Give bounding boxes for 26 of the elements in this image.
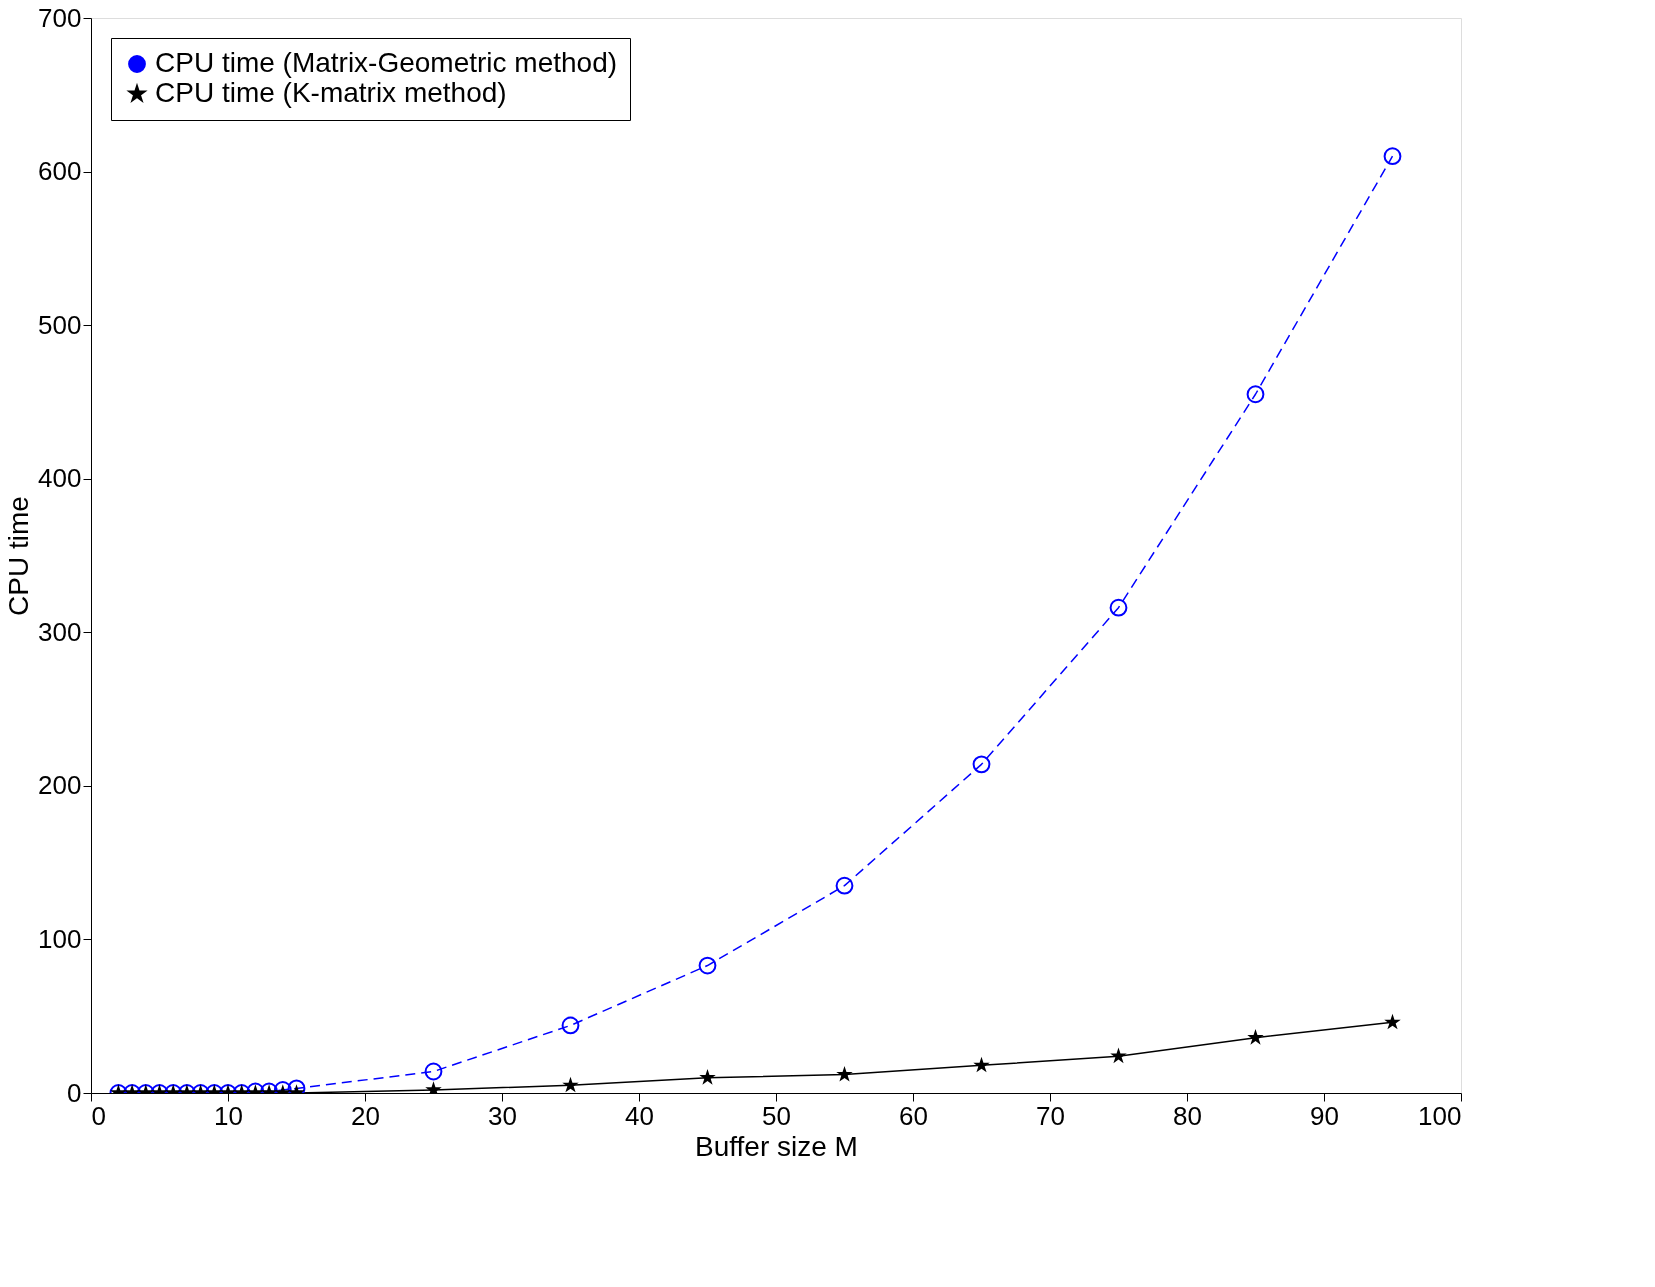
- x-tick-label: 100: [1418, 1100, 1462, 1131]
- x-tick-label: 20: [351, 1100, 380, 1131]
- x-tick-label: 70: [1036, 1100, 1065, 1131]
- y-tick-label: 200: [38, 770, 82, 801]
- x-axis-title: Buffer size M: [695, 1130, 858, 1162]
- y-axis-title: CPU time: [3, 496, 35, 616]
- legend-label: CPU time (K-matrix method): [155, 77, 507, 108]
- y-tick-label: 0: [67, 1077, 82, 1108]
- y-tick-label: 300: [38, 616, 82, 647]
- x-tick-label: 90: [1310, 1100, 1339, 1131]
- x-tick-label: 0: [91, 1100, 106, 1131]
- y-tick-label: 600: [38, 156, 82, 187]
- point: [1109, 598, 1128, 617]
- y-tick-label: 100: [38, 923, 82, 954]
- y-tick-label: 700: [38, 2, 82, 33]
- x-tick-label: 60: [899, 1100, 928, 1131]
- x-tick-label: 80: [1173, 1100, 1202, 1131]
- legend-label: CPU time (Matrix-Geometric method): [155, 47, 618, 78]
- point: [1246, 385, 1265, 404]
- x-tick-label: 30: [488, 1100, 517, 1131]
- x-tick-label: 40: [625, 1100, 654, 1131]
- x-tick-label: 10: [214, 1100, 243, 1131]
- y-tick-label: 500: [38, 309, 82, 340]
- x-tick-label: 50: [762, 1100, 791, 1131]
- y-tick-label: 400: [38, 463, 82, 494]
- point: [1383, 147, 1402, 166]
